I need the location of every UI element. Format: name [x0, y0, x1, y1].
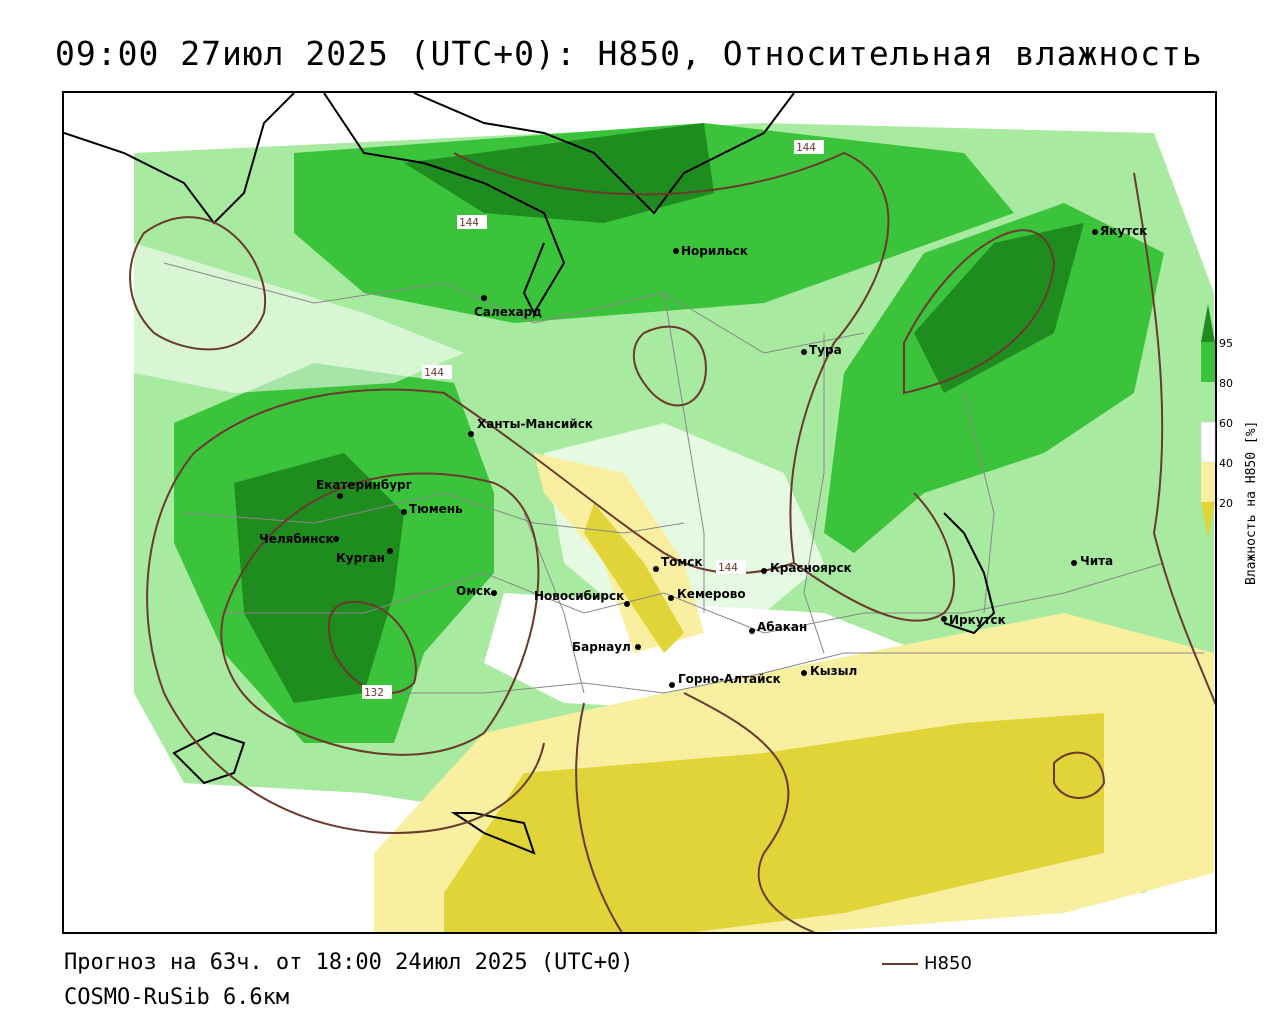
city-label: Иркутск — [949, 613, 1006, 627]
scale-title: Влажность на H850 [%] — [1244, 420, 1259, 585]
cities: Норильск Салехард Тура Якутск Ханты-Манс… — [259, 224, 1147, 688]
contour-144-north — [146, 151, 890, 835]
h850-contours — [129, 151, 1215, 932]
map-canvas: 144 144 144 144 132 Норильск Салехард Ту… — [64, 93, 1215, 932]
city-label: Абакан — [757, 620, 807, 634]
city-marker: Барнаул — [572, 640, 641, 654]
city-marker: Красноярск — [761, 561, 852, 575]
scale-60-swatch — [1201, 382, 1215, 422]
humid-80-east — [824, 203, 1164, 553]
contour-label: 132 — [364, 686, 384, 699]
city-marker: Кемерово — [668, 587, 746, 601]
scale-0-swatch — [1201, 502, 1215, 538]
city-label: Горно-Алтайск — [678, 672, 781, 686]
city-marker: Омск — [456, 584, 497, 598]
humidity-fields — [134, 123, 1214, 932]
city-marker: Томск — [653, 555, 703, 572]
dry-0-band — [584, 503, 684, 653]
dry-0-south — [444, 713, 1104, 932]
city-marker: Салехард — [474, 295, 542, 319]
city-label: Красноярск — [770, 561, 852, 575]
contour-144-east-loop — [903, 229, 1056, 395]
humid-95-north — [404, 123, 714, 223]
city-label: Челябинск — [259, 532, 334, 546]
city-label: Якутск — [1100, 224, 1147, 238]
scale-tick: 40 — [1219, 457, 1233, 470]
contour-south-east — [683, 692, 816, 932]
contour-se-loop — [1053, 751, 1106, 799]
scale-40-swatch — [1200, 421, 1216, 463]
contour-labels: 144 144 144 144 132 — [362, 140, 824, 699]
contour-label: 144 — [459, 216, 479, 229]
contour-inner — [220, 472, 540, 756]
city-label: Тура — [809, 343, 842, 357]
city-label: Кемерово — [677, 587, 746, 601]
scale-tick: 95 — [1219, 337, 1233, 350]
contour-132 — [327, 600, 417, 694]
city-label: Екатеринбург — [316, 478, 412, 492]
h850-legend-label: H850 — [924, 953, 972, 974]
contour-label: 144 — [718, 561, 738, 574]
contour-label: 144 — [796, 141, 816, 154]
contour-east-right — [1133, 172, 1215, 706]
city-marker: Чита — [1071, 554, 1113, 568]
map-area: 144 144 144 144 132 Норильск Салехард Ту… — [62, 91, 1217, 934]
city-marker: Норильск — [673, 244, 748, 258]
city-marker: Ханты-Мансийск — [468, 417, 593, 437]
city-label: Салехард — [474, 305, 542, 319]
scale-20-swatch — [1201, 462, 1215, 502]
humidity-scale: 95 80 60 40 20 — [1200, 304, 1233, 538]
contour-144-center-loop — [632, 325, 707, 407]
city-label: Барнаул — [572, 640, 631, 654]
scale-tick: 20 — [1219, 497, 1233, 510]
humid-95-east — [914, 223, 1084, 393]
scale-95-swatch — [1201, 304, 1215, 342]
scale-tick: 80 — [1219, 377, 1233, 390]
city-marker: Челябинск — [259, 532, 339, 546]
city-label: Тюмень — [409, 502, 463, 516]
city-marker: Горно-Алтайск — [669, 672, 781, 688]
city-marker: Абакан — [749, 620, 807, 634]
city-label: Кызыл — [810, 664, 857, 678]
city-marker: Курган — [336, 548, 393, 565]
model-name: COSMO-RuSib 6.6км — [64, 985, 290, 1010]
contour-144-west-loop — [129, 216, 267, 351]
city-label: Чита — [1080, 554, 1113, 568]
city-label: Ханты-Мансийск — [477, 417, 593, 431]
city-marker: Якутск — [1092, 224, 1147, 238]
city-marker: Тюмень — [401, 502, 463, 516]
scale-80-swatch — [1201, 342, 1215, 382]
h850-legend-line — [882, 963, 918, 965]
contour-south — [575, 702, 623, 932]
humid-95-west — [234, 453, 404, 703]
map-title: 09:00 27июл 2025 (UTC+0): H850, Относите… — [55, 34, 1203, 73]
city-label: Новосибирск — [534, 589, 624, 603]
forecast-info: Прогноз на 63ч. от 18:00 24июл 2025 (UTC… — [64, 950, 634, 975]
humid-white-1 — [134, 243, 464, 393]
city-marker: Екатеринбург — [316, 478, 412, 499]
city-marker: Тура — [801, 343, 842, 357]
city-label: Томск — [661, 555, 703, 569]
city-label: Омск — [456, 584, 491, 598]
contour-east-lower — [793, 492, 955, 622]
city-marker: Кызыл — [801, 664, 857, 678]
city-marker: Иркутск — [941, 613, 1006, 627]
scale-tick: 60 — [1219, 417, 1233, 430]
city-marker: Новосибирск — [534, 589, 630, 607]
contour-label: 144 — [424, 366, 444, 379]
city-label: Норильск — [681, 244, 748, 258]
city-label: Курган — [336, 551, 385, 565]
